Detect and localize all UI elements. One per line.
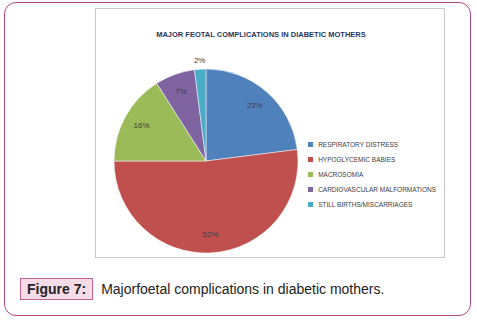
html-text:STILL BIRTHS/MISCARRIAGES: STILL BIRTHS/MISCARRIAGES <box>318 201 413 208</box>
html-text:CARDIOVASCULAR MALFORMATIONS: CARDIOVASCULAR MALFORMATIONS <box>318 186 436 193</box>
svg-text:2%: 2% <box>194 56 206 65</box>
html-text:HYPOGLYCEMIC BABIES: HYPOGLYCEMIC BABIES <box>318 156 396 163</box>
html-text:Figure 7:: Figure 7: <box>27 281 87 297</box>
html-text:Majorfoetal complications in d: Majorfoetal complications in diabetic mo… <box>101 281 385 297</box>
html-text:RESPIRATORY DISTRESS: RESPIRATORY DISTRESS <box>318 141 399 148</box>
svg-text:52%: 52% <box>203 230 219 239</box>
html-text:MACROSOMIA: MACROSOMIA <box>318 171 364 178</box>
svg-text:16%: 16% <box>133 121 149 130</box>
svg-text:23%: 23% <box>247 101 263 110</box>
svg-text:7%: 7% <box>175 87 187 96</box>
html-text:MAJOR FEOTAL COMPLICATIONS IN: MAJOR FEOTAL COMPLICATIONS IN DIABETIC M… <box>156 30 366 39</box>
